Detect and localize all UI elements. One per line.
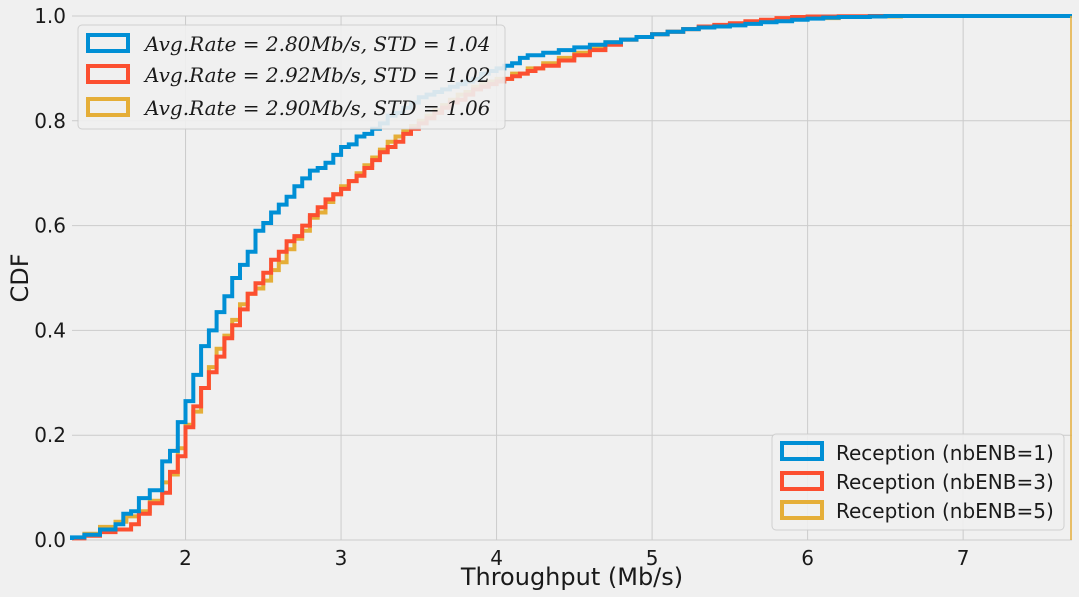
stats-legend-label-3: Avg.Rate = 2.90Mb/s, STD = 1.06 [143,96,491,120]
x-tick-label-3: 5 [646,546,659,570]
x-tick-label-5: 7 [957,546,970,570]
series-legend-swatch-2 [780,471,824,491]
x-tick-label-0: 2 [179,546,192,570]
series-legend-label-2: Reception (nbENB=3) [836,470,1054,494]
y-tick-label-5: 1.0 [34,4,66,28]
stats-legend-frame [77,24,506,130]
x-tick-label-2: 4 [490,546,503,570]
series-legend-swatch-1 [780,441,824,461]
y-tick-labels: 0.0 0.2 0.4 0.6 0.8 1.0 [34,4,66,552]
stats-legend-swatch-1 [86,33,130,53]
stats-legend: Avg.Rate = 2.80Mb/s, STD = 1.04 Avg.Rate… [77,24,506,130]
stats-legend-swatch-3 [86,97,130,117]
stats-legend-swatch-2 [86,64,130,84]
x-tick-label-4: 6 [801,546,814,570]
stats-legend-label-2: Avg.Rate = 2.92Mb/s, STD = 1.02 [143,63,491,87]
y-tick-label-1: 0.2 [34,423,66,447]
series-legend: Reception (nbENB=1) Reception (nbENB=3) … [771,433,1065,531]
stats-legend-label-1: Avg.Rate = 2.80Mb/s, STD = 1.04 [143,32,491,56]
x-tick-label-1: 3 [335,546,348,570]
series-legend-label-1: Reception (nbENB=1) [836,441,1054,465]
y-tick-label-4: 0.8 [34,109,66,133]
y-axis-label: CDF [6,253,34,302]
y-tick-label-3: 0.6 [34,214,66,238]
y-tick-label-0: 0.0 [34,528,66,552]
series-legend-frame [771,433,1065,531]
y-tick-label-2: 0.4 [34,318,66,342]
series-legend-swatch-3 [780,500,824,520]
series-legend-label-3: Reception (nbENB=5) [836,499,1054,523]
x-axis-label: Throughput (Mb/s) [460,563,683,591]
x-tick-labels: 2 3 4 5 6 7 [179,546,969,570]
